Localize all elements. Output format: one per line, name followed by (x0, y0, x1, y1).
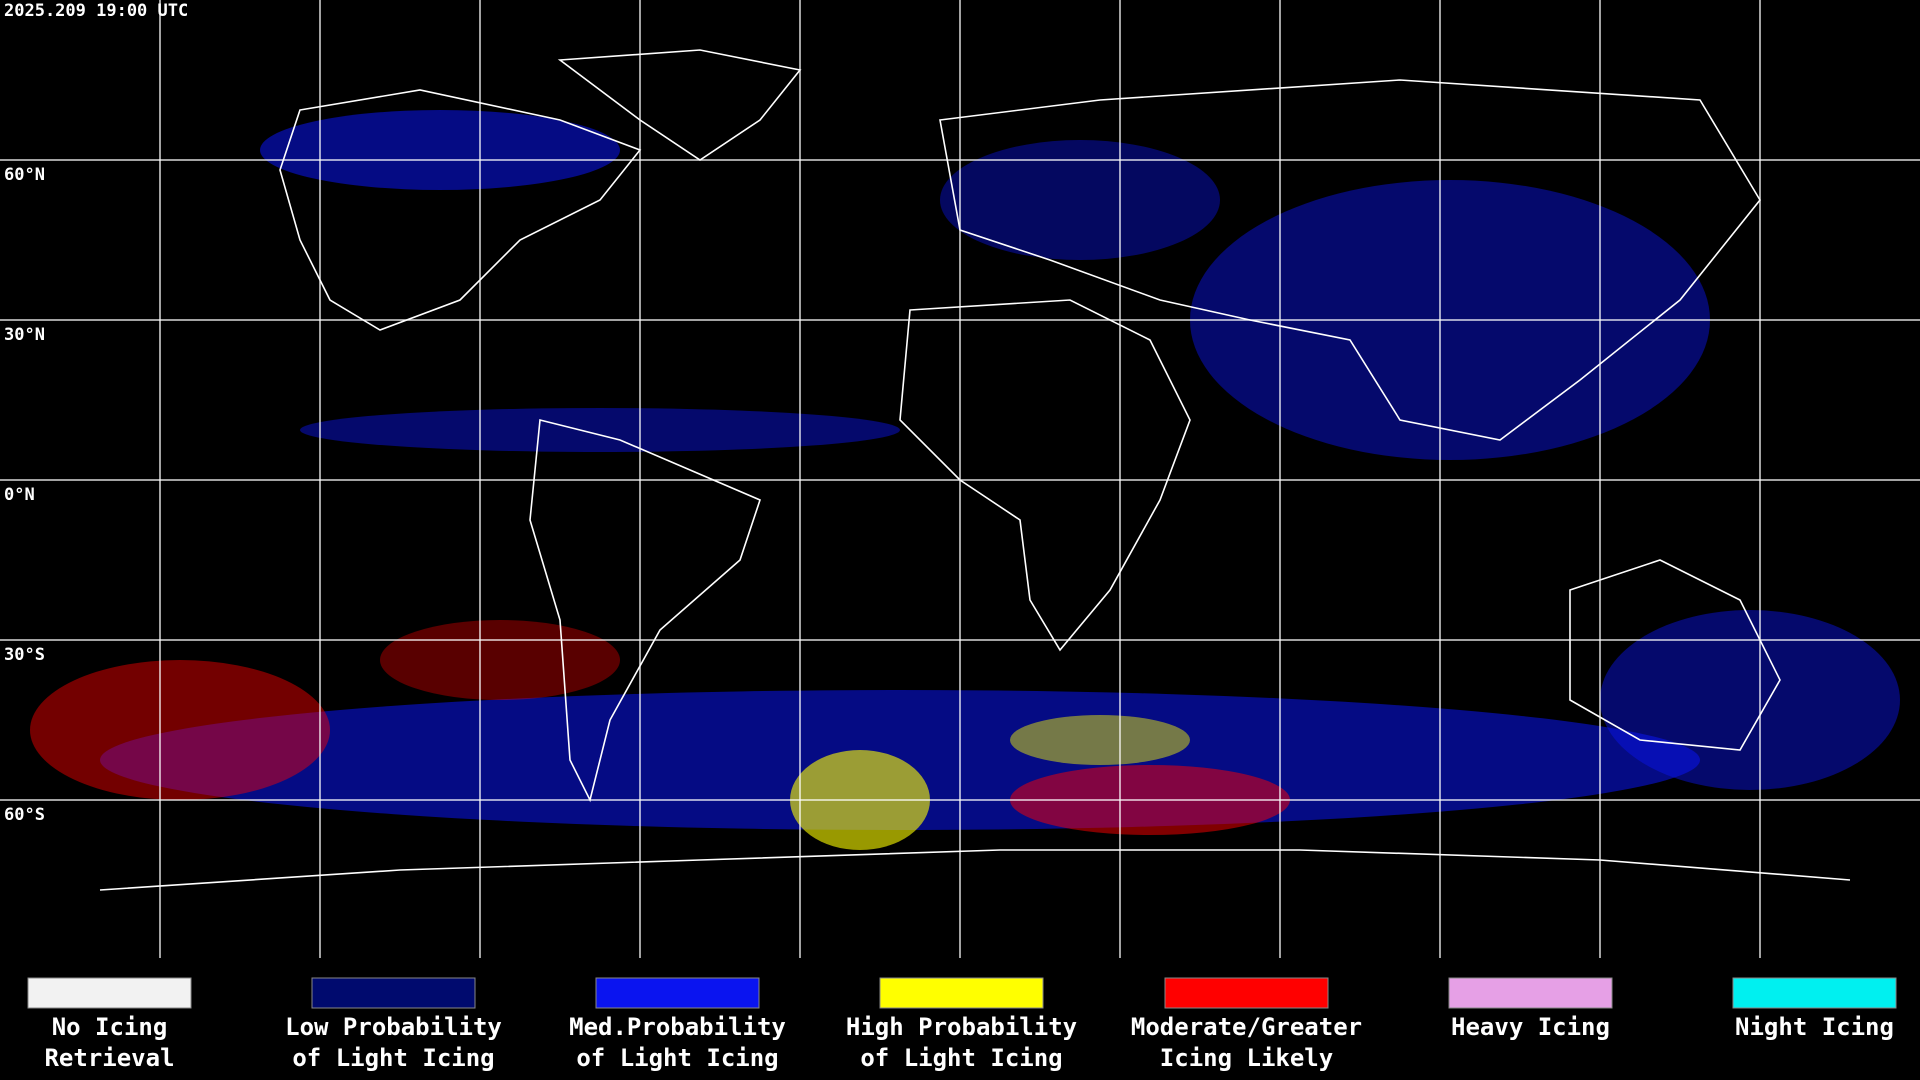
latitude-label: 30°S (4, 645, 45, 665)
icing-region (1600, 610, 1900, 790)
legend-label: of Light Icing (860, 1044, 1062, 1072)
icing-regions (30, 110, 1900, 850)
legend-label: of Light Icing (292, 1044, 494, 1072)
legend-swatch (27, 977, 192, 1009)
legend-label: Heavy Icing (1451, 1013, 1610, 1041)
legend-swatch (1732, 977, 1897, 1009)
icing-region (260, 110, 620, 190)
latitude-label: 0°N (4, 485, 35, 505)
latitude-label: 60°S (4, 805, 45, 825)
legend-swatch (1164, 977, 1329, 1009)
latitude-label: 60°N (4, 165, 45, 185)
legend-label: High Probability (846, 1013, 1077, 1041)
legend-label: No Icing (52, 1013, 168, 1041)
icing-region (300, 408, 900, 452)
legend-label: Icing Likely (1160, 1044, 1333, 1072)
coastline (899, 299, 1191, 652)
legend-swatch (879, 977, 1044, 1009)
icing-region (1010, 715, 1190, 765)
graticule: 60°N 30°N 0°N 30°S 60°S (0, 0, 1920, 958)
legend-label: Night Icing (1735, 1013, 1894, 1041)
legend-label: of Light Icing (576, 1044, 778, 1072)
legend-swatch (595, 977, 760, 1009)
icing-region (30, 660, 330, 800)
latitude-label: 30°N (4, 325, 45, 345)
icing-region (940, 140, 1220, 260)
legend-swatch (311, 977, 476, 1009)
legend-label: Moderate/Greater (1131, 1013, 1362, 1041)
legend-swatch (1448, 977, 1613, 1009)
icing-region (380, 620, 620, 700)
legend-label: Retrieval (44, 1044, 174, 1072)
timestamp: 2025.209 19:00 UTC (4, 1, 188, 21)
legend-label: Med.Probability (569, 1013, 786, 1041)
coastline (279, 89, 642, 331)
legend: No Icing Retrieval Low Probability of Light… (27, 977, 1897, 1072)
legend-label: Low Probability (285, 1013, 502, 1041)
coastline (939, 79, 1761, 441)
